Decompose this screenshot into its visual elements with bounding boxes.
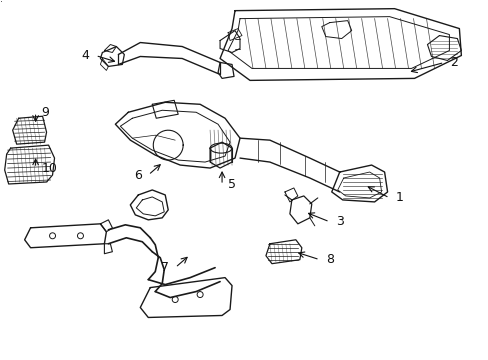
Text: 6: 6 — [134, 168, 142, 181]
Text: 5: 5 — [227, 179, 236, 192]
Text: 1: 1 — [395, 192, 403, 204]
Text: 7: 7 — [161, 261, 169, 274]
Text: 4: 4 — [81, 49, 89, 62]
Text: 2: 2 — [449, 56, 457, 69]
Text: 3: 3 — [335, 215, 343, 228]
Text: 9: 9 — [41, 106, 49, 119]
Text: 8: 8 — [325, 253, 333, 266]
Text: 10: 10 — [41, 162, 57, 175]
